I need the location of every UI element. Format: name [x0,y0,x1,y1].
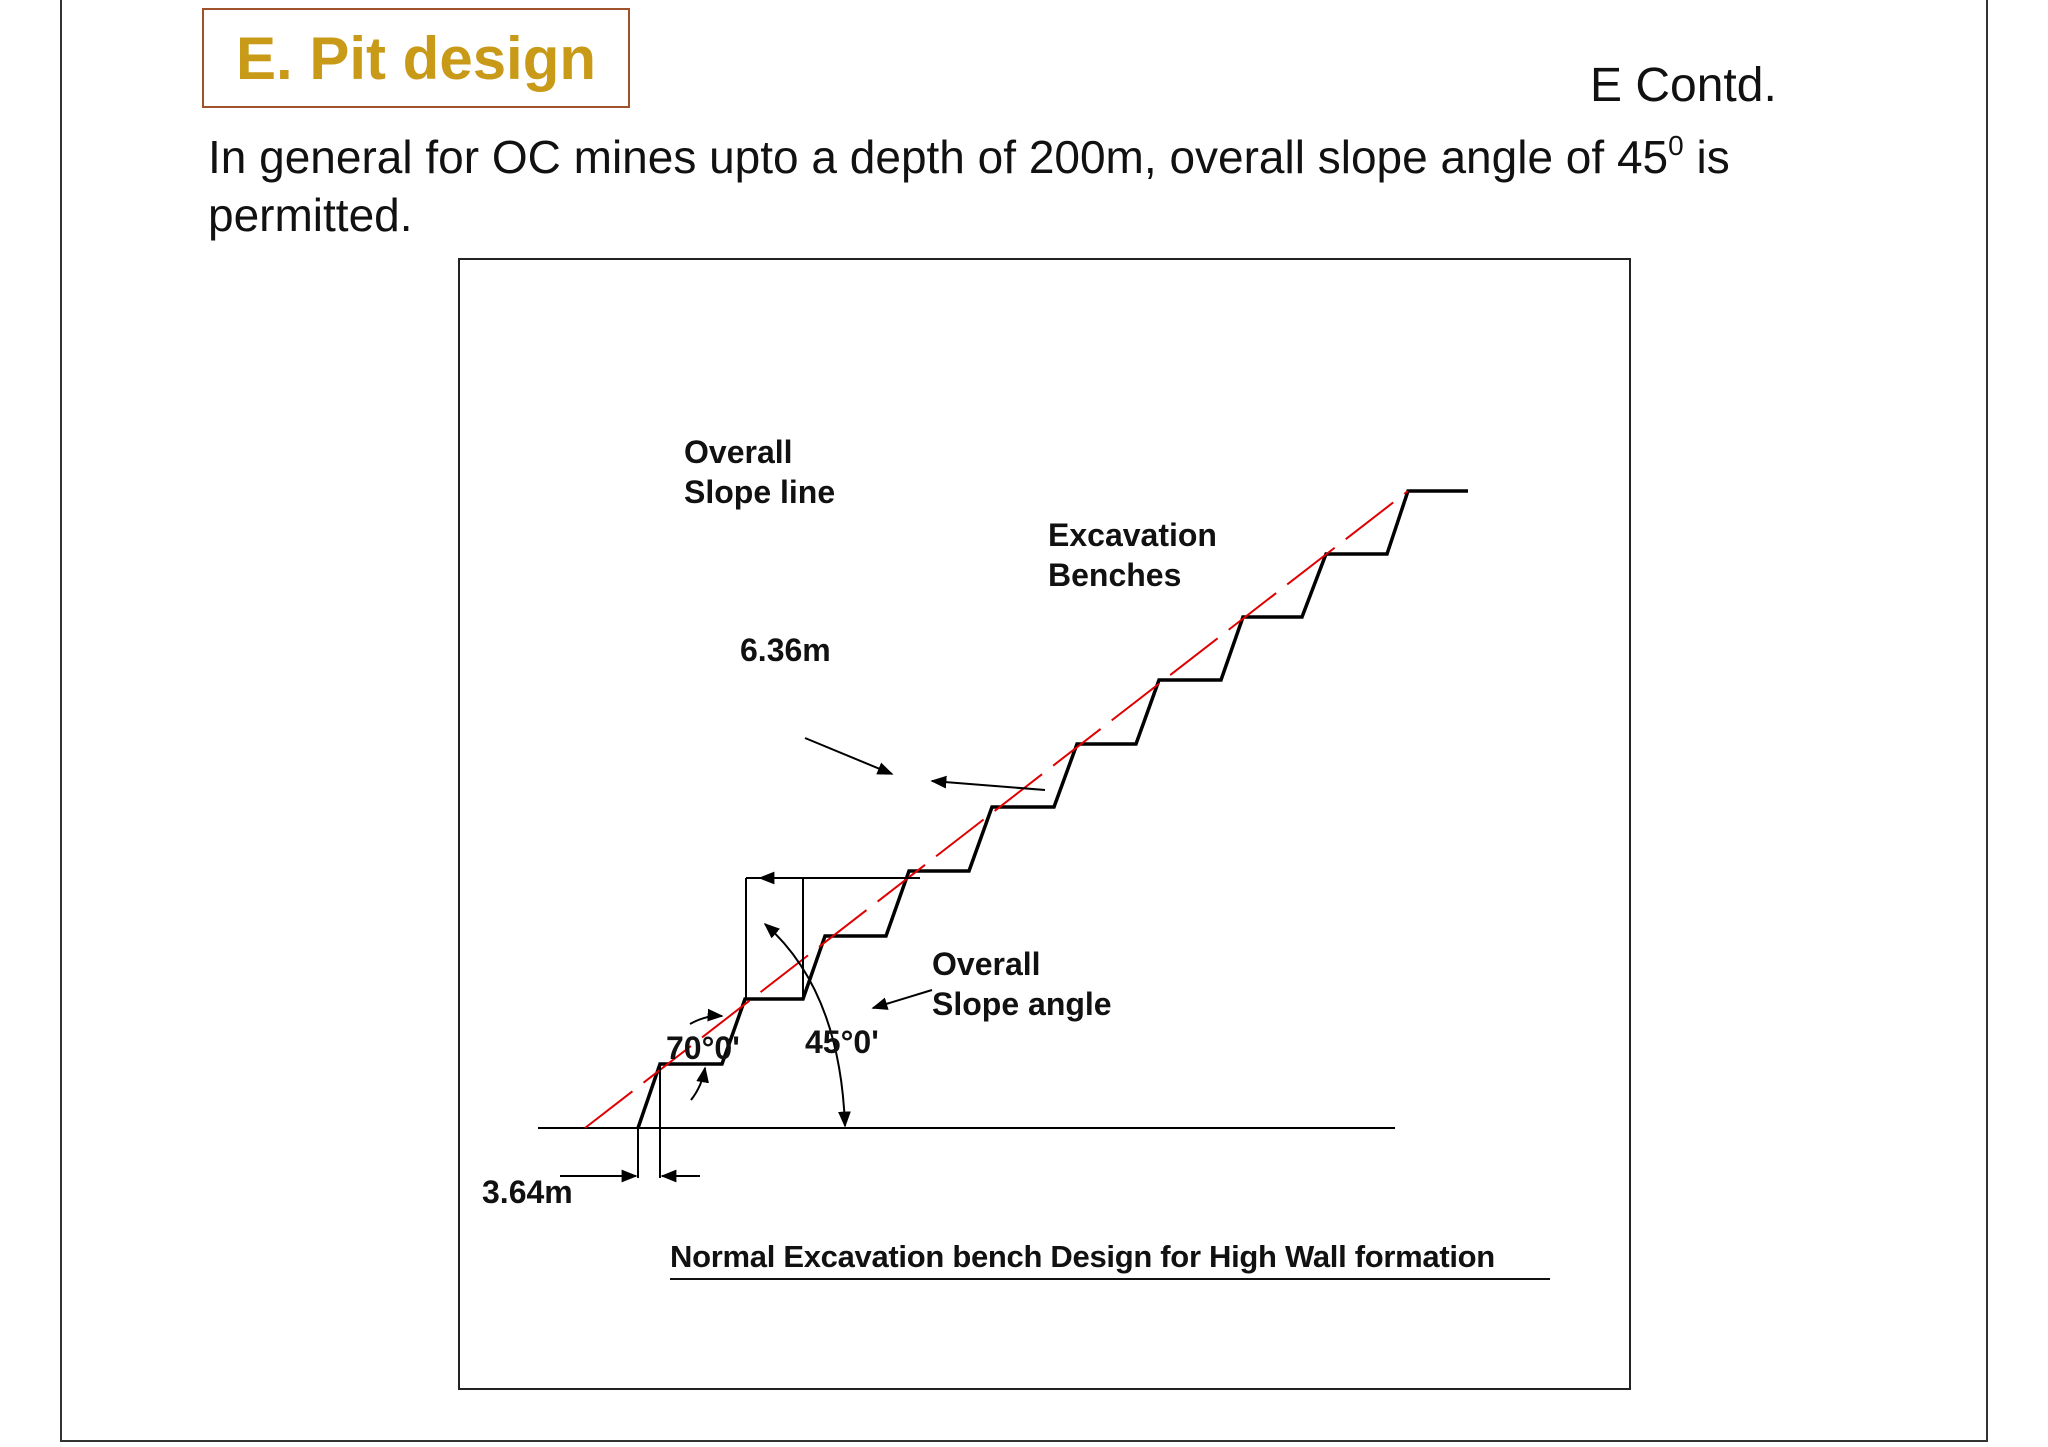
overall-slope-angle-label: Overall Slope angle [932,946,1112,1022]
diagram-caption: Normal Excavation bench Design for High … [670,1238,1550,1280]
bench-angle-label: 70°0' [666,1030,740,1066]
bench-angle-arc [689,1008,724,1101]
slope-angle-leader [871,989,933,1010]
title-box: E. Pit design [202,8,630,108]
bench-width-dimension [745,871,920,999]
body-text-main: In general for OC mines upto a depth of … [208,131,1669,183]
bench-width-label: 6.36m [740,632,831,668]
body-text-end: is permitted. [208,131,1730,241]
body-text: In general for OC mines upto a depth of … [208,128,1888,244]
overall-slope-line-label: Overall Slope line [684,434,836,510]
overall-slope-line [584,490,1409,1129]
slide-title: E. Pit design [235,24,597,92]
benches-leader [930,775,1046,791]
continued-label: E Contd. [1590,59,1777,112]
toe-offset-dimension [560,1064,700,1183]
bench-design-diagram [538,489,1468,1183]
slide-frame [60,0,1988,1442]
excavation-benches-label: Excavation Benches [1048,517,1217,593]
toe-offset-label: 3.64m [482,1174,573,1210]
degree-superscript: 0 [1668,130,1684,161]
diagram-frame: Overall Slope line Excavation Benches 6.… [458,258,1631,1390]
slope-line-leader [804,737,894,775]
overall-angle-arc [763,922,851,1128]
overall-angle-label: 45°0' [805,1024,879,1060]
